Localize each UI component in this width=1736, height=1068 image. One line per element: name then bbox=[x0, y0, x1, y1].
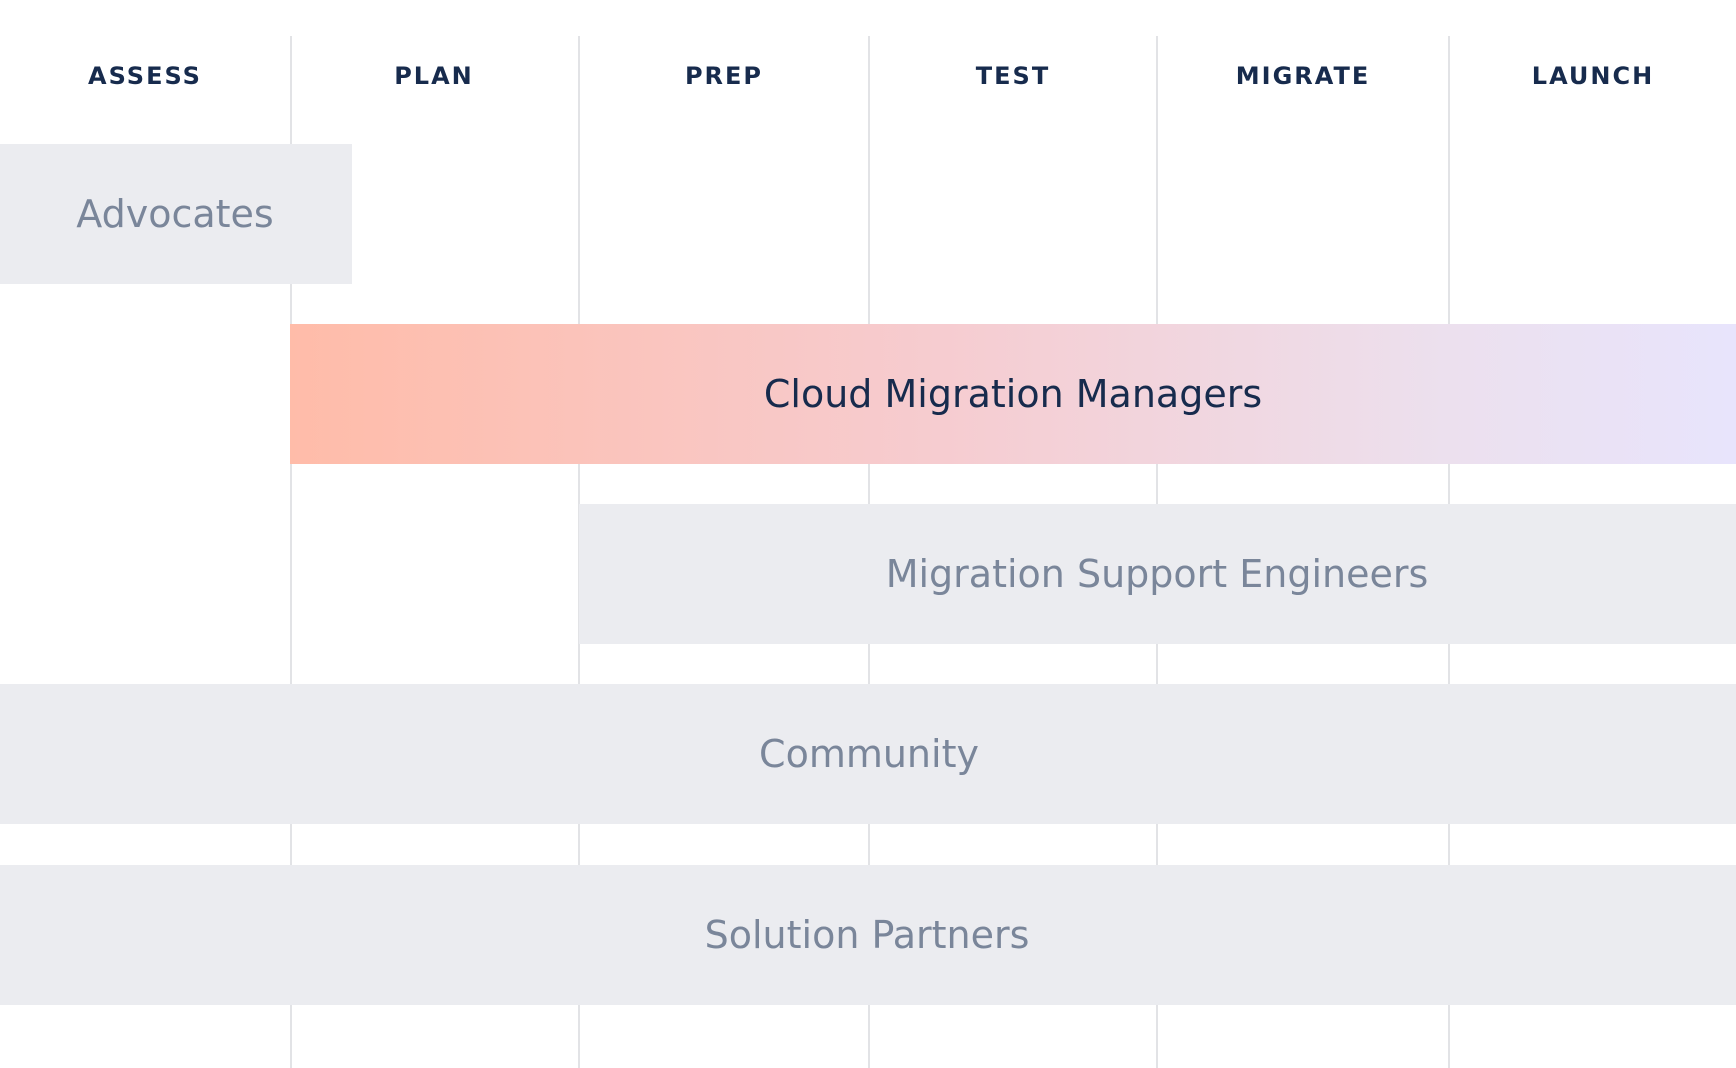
phase-header: PREP bbox=[684, 62, 764, 90]
role-label: Cloud Migration Managers bbox=[763, 372, 1263, 416]
role-label: Solution Partners bbox=[704, 913, 1030, 957]
role-bar: Solution Partners bbox=[0, 865, 1736, 1005]
phase-header: TEST bbox=[975, 62, 1051, 90]
role-label: Community bbox=[759, 732, 979, 776]
role-label: Migration Support Engineers bbox=[885, 552, 1429, 596]
divider bbox=[290, 36, 292, 1068]
role-bar: Cloud Migration Managers bbox=[290, 324, 1736, 464]
role-bar: Community bbox=[0, 684, 1736, 824]
phase-header: MIGRATE bbox=[1235, 62, 1371, 90]
role-label: Advocates bbox=[76, 192, 274, 236]
phase-header: ASSESS bbox=[88, 62, 202, 90]
role-bar: Migration Support Engineers bbox=[579, 504, 1736, 644]
phase-header: LAUNCH bbox=[1531, 62, 1655, 90]
phase-header: PLAN bbox=[394, 62, 474, 90]
role-bar: Advocates bbox=[0, 144, 352, 284]
